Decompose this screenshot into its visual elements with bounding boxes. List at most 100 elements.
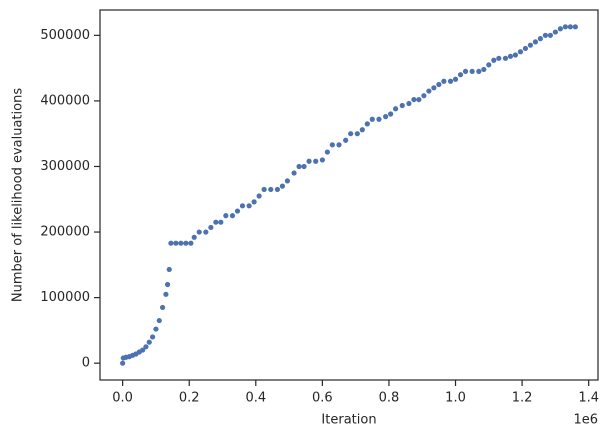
point [239, 203, 246, 209]
point [329, 142, 335, 148]
point [146, 339, 152, 345]
y-tick-label: 200000 [40, 225, 90, 240]
point [168, 240, 174, 246]
x-axis-label: Iteration [321, 413, 376, 428]
point [369, 116, 375, 122]
point [416, 96, 422, 103]
point [522, 45, 529, 52]
point [512, 52, 519, 58]
point [376, 116, 382, 122]
point [296, 163, 302, 170]
point [279, 183, 286, 189]
point [284, 178, 291, 184]
point [251, 199, 257, 205]
point [208, 224, 214, 231]
point [274, 186, 281, 193]
x-tick-label: 1.2 [512, 391, 533, 406]
point [191, 234, 197, 240]
point [476, 68, 482, 75]
point [436, 81, 442, 88]
point [406, 100, 412, 107]
point [469, 68, 475, 75]
point [261, 186, 267, 193]
point [426, 88, 432, 94]
point [343, 137, 349, 143]
point [452, 76, 459, 82]
x-offset-label: 1e6 [573, 413, 598, 428]
point [156, 317, 162, 324]
point [203, 229, 209, 235]
point [393, 106, 399, 112]
y-tick-label: 400000 [40, 93, 90, 108]
point [527, 42, 534, 48]
point [399, 102, 405, 109]
point [383, 114, 389, 120]
point [173, 240, 179, 246]
point [552, 29, 558, 35]
point [537, 36, 544, 42]
point [517, 49, 524, 55]
point [421, 93, 427, 99]
point [291, 170, 297, 176]
point [164, 281, 171, 288]
point [319, 157, 325, 163]
point [457, 72, 464, 78]
point [567, 24, 573, 30]
point [411, 96, 417, 103]
y-tick-label: 300000 [40, 159, 90, 174]
x-tick-label: 0.2 [179, 391, 200, 406]
point [431, 85, 437, 91]
point [153, 326, 159, 332]
point [496, 55, 502, 61]
x-tick-label: 0.4 [245, 391, 266, 406]
y-axis-label: Number of likelihood evaluations [11, 88, 26, 302]
y-tick-label: 100000 [40, 290, 90, 305]
point [149, 334, 156, 340]
point [441, 78, 447, 84]
point [229, 213, 236, 219]
x-tick-label: 0.6 [312, 391, 333, 406]
point [507, 53, 514, 59]
y-tick-label: 500000 [40, 28, 90, 43]
point [532, 39, 539, 45]
point [159, 304, 166, 311]
point [178, 240, 184, 246]
x-tick-label: 0.8 [379, 391, 400, 406]
point [336, 142, 342, 148]
point [306, 158, 312, 164]
point [481, 66, 487, 73]
x-tick-label: 0.0 [112, 391, 133, 406]
point [364, 121, 370, 127]
point [462, 68, 469, 75]
axes-frame [99, 9, 599, 381]
point [388, 111, 394, 117]
point [188, 240, 194, 246]
point [268, 186, 274, 193]
point [234, 208, 241, 214]
y-tick-label: 0 [82, 356, 90, 371]
point [223, 213, 229, 219]
point [486, 62, 492, 68]
point [140, 347, 146, 353]
point [359, 127, 365, 133]
point [562, 24, 568, 30]
point [547, 32, 553, 38]
x-tick-label: 1.4 [578, 391, 599, 406]
point [542, 32, 549, 38]
point [256, 193, 262, 199]
point [120, 360, 126, 366]
point [183, 240, 189, 246]
point [196, 229, 202, 235]
point [557, 26, 563, 32]
point [354, 131, 360, 137]
point [163, 291, 169, 297]
point [213, 219, 219, 225]
point [447, 78, 454, 84]
point [324, 149, 330, 155]
point [143, 344, 149, 350]
point [301, 163, 307, 170]
point [246, 203, 252, 209]
point [218, 219, 224, 225]
point [166, 266, 172, 273]
